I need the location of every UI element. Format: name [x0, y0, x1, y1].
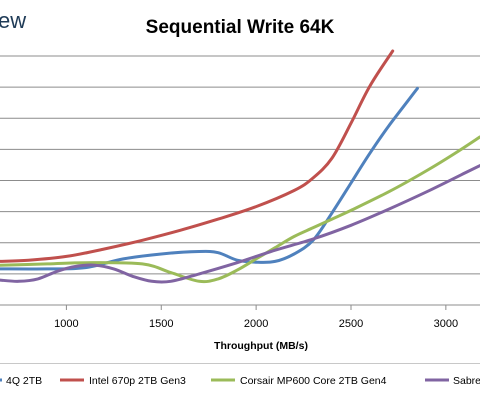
- legend-label: Sabre: [453, 375, 480, 387]
- x-axis-label: Throughput (MB/s): [214, 340, 308, 352]
- x-tick-label: 1500: [149, 318, 173, 330]
- series-line-sabre: [0, 164, 480, 284]
- series-line-4q-2tb: [0, 86, 419, 271]
- brand-logo-text: ew: [0, 8, 26, 33]
- legend-item-4q-2tb: 4Q 2TB: [0, 375, 42, 387]
- legend-item-intel-670p-2tb-gen3: Intel 670p 2TB Gen3: [60, 375, 186, 387]
- gridlines: [0, 55, 480, 275]
- legend-label: Corsair MP600 Core 2TB Gen4: [240, 375, 387, 387]
- series-lines: [0, 49, 480, 284]
- legend-item-sabre: Sabre: [425, 375, 480, 387]
- chart-title: Sequential Write 64K: [146, 17, 335, 38]
- legend-label: 4Q 2TB: [6, 375, 42, 387]
- x-tick-label: 2500: [339, 318, 363, 330]
- legend-label: Intel 670p 2TB Gen3: [89, 375, 186, 387]
- series-line-intel-670p-2tb-gen3: [0, 49, 395, 263]
- legend: 4Q 2TB Intel 670p 2TB Gen3 Corsair MP600 C…: [0, 375, 480, 387]
- x-tick-label: 1000: [54, 318, 78, 330]
- x-tick-label: 2000: [244, 318, 268, 330]
- x-tick-labels: 1000 1500 2000 2500 3000: [54, 318, 458, 330]
- legend-item-corsair-mp600-core-2tb-gen4: Corsair MP600 Core 2TB Gen4: [211, 375, 387, 387]
- axes: [0, 304, 480, 310]
- x-tick-label: 3000: [434, 318, 458, 330]
